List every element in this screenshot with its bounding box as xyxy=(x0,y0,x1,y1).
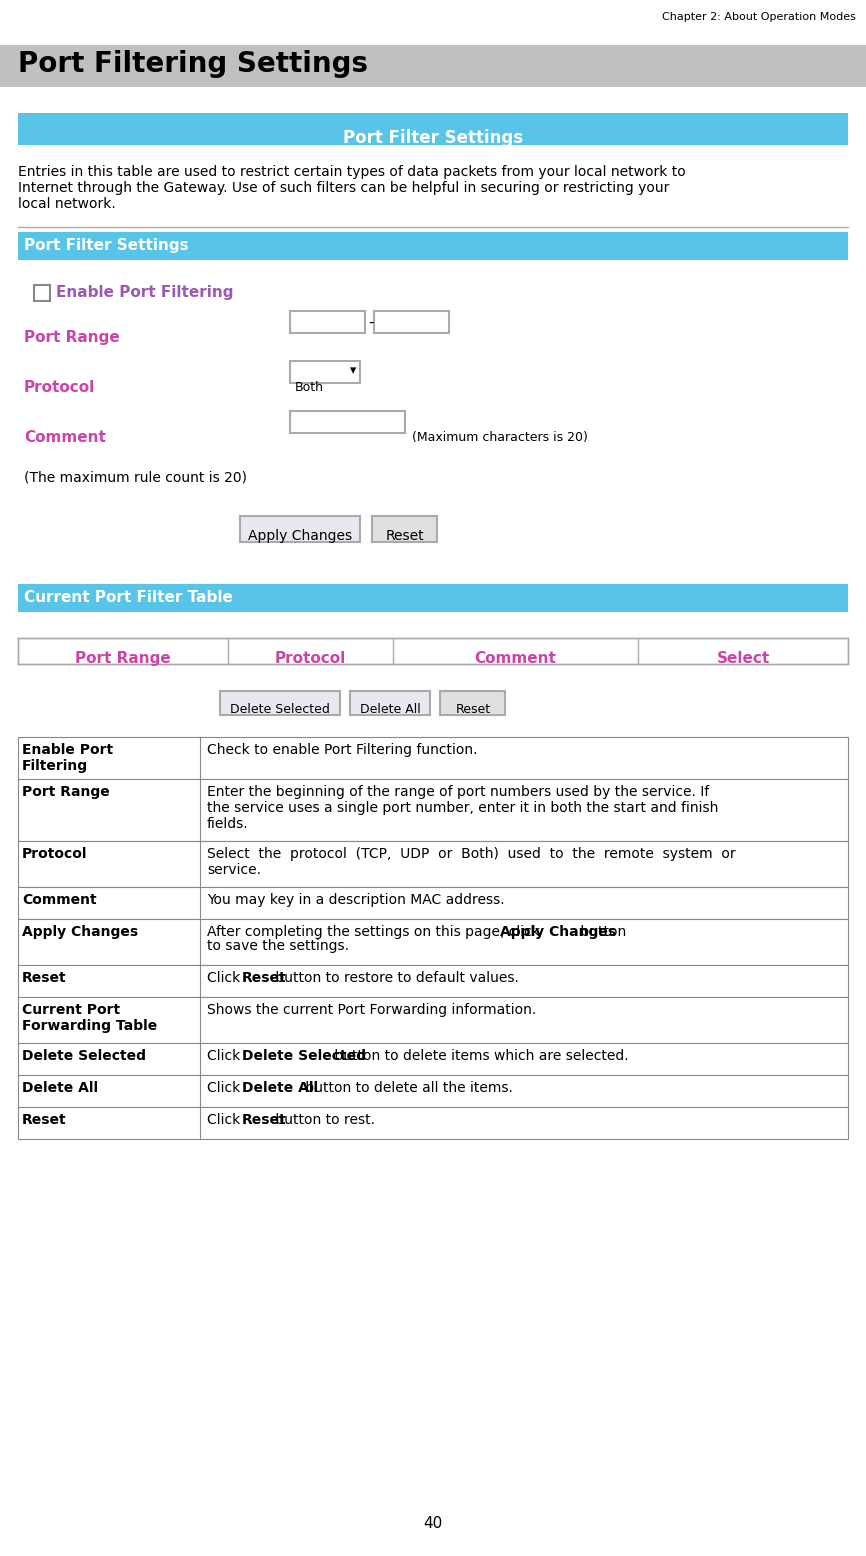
Text: Reset: Reset xyxy=(385,529,424,543)
Text: Delete Selected: Delete Selected xyxy=(242,1049,366,1063)
Text: Protocol: Protocol xyxy=(22,846,87,860)
Bar xyxy=(372,517,437,541)
Text: Enable Port Filtering: Enable Port Filtering xyxy=(56,285,234,300)
Text: Apply Changes: Apply Changes xyxy=(248,529,352,543)
Bar xyxy=(374,311,449,333)
Text: (Maximum characters is 20): (Maximum characters is 20) xyxy=(412,431,588,443)
Text: Apply Changes: Apply Changes xyxy=(22,924,138,938)
Text: Port Filter Settings: Port Filter Settings xyxy=(24,238,189,254)
Text: Enable Port
Filtering: Enable Port Filtering xyxy=(22,744,113,773)
Text: Delete Selected: Delete Selected xyxy=(230,703,330,716)
Text: Port Range: Port Range xyxy=(22,784,110,798)
Text: Reset: Reset xyxy=(22,971,67,985)
Text: Protocol: Protocol xyxy=(275,650,346,666)
Text: Check to enable Port Filtering function.: Check to enable Port Filtering function. xyxy=(207,744,477,758)
Bar xyxy=(18,780,848,840)
Bar xyxy=(350,691,430,716)
Text: You may key in a description MAC address.: You may key in a description MAC address… xyxy=(207,893,505,907)
Text: Reset: Reset xyxy=(242,971,287,985)
Bar xyxy=(240,517,360,541)
Bar xyxy=(290,411,405,433)
Bar xyxy=(220,691,340,716)
Text: (The maximum rule count is 20): (The maximum rule count is 20) xyxy=(24,470,247,484)
Bar xyxy=(18,1043,848,1075)
Bar xyxy=(18,584,848,612)
Text: Select: Select xyxy=(716,650,770,666)
Bar xyxy=(18,1075,848,1106)
Text: button: button xyxy=(576,924,626,938)
Text: Both: Both xyxy=(295,381,324,394)
Bar xyxy=(18,738,848,780)
Text: Click: Click xyxy=(207,1113,244,1127)
Text: Delete All: Delete All xyxy=(22,1081,98,1095)
Text: After completing the settings on this page, click: After completing the settings on this pa… xyxy=(207,924,544,938)
Text: Protocol: Protocol xyxy=(24,380,95,395)
Text: Current Port Filter Table: Current Port Filter Table xyxy=(24,590,233,605)
Text: Delete All: Delete All xyxy=(242,1081,318,1095)
Text: -: - xyxy=(368,314,373,330)
Text: Entries in this table are used to restrict certain types of data packets from yo: Entries in this table are used to restri… xyxy=(18,165,686,212)
Text: Chapter 2: About Operation Modes: Chapter 2: About Operation Modes xyxy=(662,12,856,22)
Bar xyxy=(18,997,848,1043)
Text: Comment: Comment xyxy=(474,650,556,666)
Text: button to rest.: button to rest. xyxy=(271,1113,375,1127)
Text: Current Port
Forwarding Table: Current Port Forwarding Table xyxy=(22,1004,158,1033)
Text: button to delete all the items.: button to delete all the items. xyxy=(301,1081,513,1095)
Text: Enter the beginning of the range of port numbers used by the service. If
the ser: Enter the beginning of the range of port… xyxy=(207,784,719,831)
Bar xyxy=(18,638,848,664)
Bar xyxy=(290,311,365,333)
Text: Reset: Reset xyxy=(456,703,490,716)
Bar xyxy=(18,1106,848,1139)
Text: Select  the  protocol  (TCP,  UDP  or  Both)  used  to  the  remote  system  or
: Select the protocol (TCP, UDP or Both) u… xyxy=(207,846,735,878)
Text: Comment: Comment xyxy=(22,893,97,907)
Text: button to delete items which are selected.: button to delete items which are selecte… xyxy=(330,1049,629,1063)
Text: ▾: ▾ xyxy=(350,364,356,378)
Text: Apply Changes: Apply Changes xyxy=(500,924,616,938)
Text: Shows the current Port Forwarding information.: Shows the current Port Forwarding inform… xyxy=(207,1004,536,1018)
Text: Click: Click xyxy=(207,1081,244,1095)
Text: Delete Selected: Delete Selected xyxy=(22,1049,146,1063)
Text: Comment: Comment xyxy=(24,429,106,445)
Text: Port Filter Settings: Port Filter Settings xyxy=(343,129,523,146)
Text: to save the settings.: to save the settings. xyxy=(207,938,349,952)
Text: Port Range: Port Range xyxy=(24,330,120,345)
Bar xyxy=(18,920,848,965)
Bar xyxy=(0,45,866,87)
Text: Reset: Reset xyxy=(242,1113,287,1127)
Bar xyxy=(34,285,50,300)
Text: Click: Click xyxy=(207,971,244,985)
Text: Reset: Reset xyxy=(22,1113,67,1127)
Bar xyxy=(440,691,505,716)
Text: Port Filtering Settings: Port Filtering Settings xyxy=(18,50,368,78)
Text: Delete All: Delete All xyxy=(359,703,420,716)
Bar xyxy=(18,887,848,920)
Bar xyxy=(18,965,848,997)
Bar xyxy=(18,232,848,260)
Bar xyxy=(18,114,848,145)
Text: Click: Click xyxy=(207,1049,244,1063)
Bar xyxy=(290,361,360,383)
Text: button to restore to default values.: button to restore to default values. xyxy=(271,971,520,985)
Text: Port Range: Port Range xyxy=(75,650,171,666)
Text: 40: 40 xyxy=(423,1516,443,1531)
Bar xyxy=(18,840,848,887)
